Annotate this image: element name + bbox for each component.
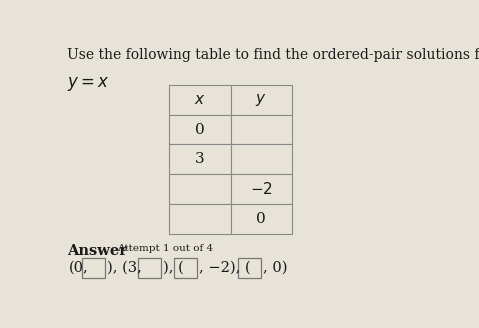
Text: ), (: ), ( — [163, 261, 183, 275]
Bar — [170, 204, 230, 234]
Text: (0,: (0, — [69, 261, 89, 275]
Text: $-2$: $-2$ — [250, 181, 273, 197]
Text: 0: 0 — [195, 123, 205, 136]
Bar — [170, 144, 230, 174]
Text: , −2), (: , −2), ( — [199, 261, 251, 275]
Text: , 0): , 0) — [262, 261, 287, 275]
Bar — [230, 204, 292, 234]
Text: 3: 3 — [195, 152, 205, 166]
Bar — [230, 85, 292, 114]
Bar — [170, 114, 230, 144]
Bar — [138, 257, 161, 278]
Text: Use the following table to find the ordered-pair solutions for the given equatio: Use the following table to find the orde… — [67, 48, 479, 62]
Text: $y$: $y$ — [255, 92, 267, 108]
Text: ), (3,: ), (3, — [107, 261, 141, 275]
Bar — [238, 257, 261, 278]
Bar — [170, 85, 230, 114]
Bar — [230, 114, 292, 144]
Text: 0: 0 — [256, 212, 266, 226]
Bar — [170, 174, 230, 204]
Text: Answer: Answer — [67, 244, 127, 258]
Text: $y = x$: $y = x$ — [67, 75, 110, 93]
Bar — [82, 257, 105, 278]
Text: Attempt 1 out of 4: Attempt 1 out of 4 — [117, 244, 214, 253]
Text: $x$: $x$ — [194, 93, 206, 107]
Bar — [230, 174, 292, 204]
Bar — [230, 144, 292, 174]
Bar — [174, 257, 197, 278]
